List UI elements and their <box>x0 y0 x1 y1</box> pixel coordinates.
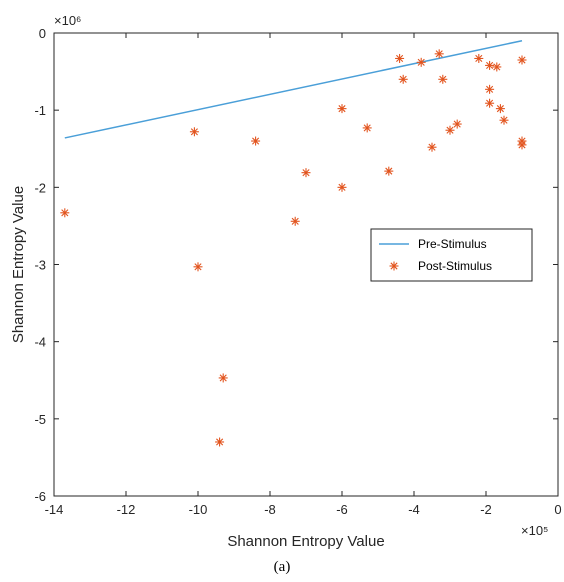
data-point-post-stimulus <box>500 116 509 125</box>
data-point-post-stimulus <box>428 143 437 152</box>
data-point-post-stimulus <box>485 61 494 70</box>
data-point-post-stimulus <box>395 54 404 63</box>
data-point-post-stimulus <box>363 123 372 132</box>
data-point-post-stimulus <box>384 167 393 176</box>
data-point-post-stimulus <box>485 99 494 108</box>
legend: Pre-Stimulus Post-Stimulus <box>371 229 532 281</box>
data-point-post-stimulus <box>453 120 462 129</box>
data-point-post-stimulus <box>302 168 311 177</box>
x-axis-label: Shannon Entropy Value <box>227 533 384 550</box>
data-point-post-stimulus <box>399 75 408 84</box>
y-tick-label: -3 <box>34 258 46 273</box>
data-point-post-stimulus <box>194 262 203 271</box>
data-point-post-stimulus <box>492 62 501 71</box>
data-point-post-stimulus <box>219 373 228 382</box>
y-tick-label: -2 <box>34 180 46 195</box>
x-tick-label: -12 <box>117 502 136 517</box>
data-point-post-stimulus <box>60 208 69 217</box>
data-point-post-stimulus <box>291 217 300 226</box>
data-point-post-stimulus <box>435 49 444 58</box>
x-tick-label: -2 <box>480 502 492 517</box>
y-axis-multiplier: ×10⁶ <box>54 13 81 28</box>
data-point-post-stimulus <box>338 183 347 192</box>
legend-label-post-stimulus: Post-Stimulus <box>418 259 492 273</box>
x-tick-label: -4 <box>408 502 420 517</box>
y-tick-label: -5 <box>34 412 46 427</box>
data-point-post-stimulus <box>438 75 447 84</box>
data-point-post-stimulus <box>518 140 527 149</box>
x-tick-label: -14 <box>45 502 64 517</box>
legend-label-pre-stimulus: Pre-Stimulus <box>418 237 487 251</box>
y-axis-label: Shannon Entropy Value <box>10 186 27 343</box>
data-point-post-stimulus <box>474 54 483 63</box>
figure-caption: (a) <box>0 559 564 576</box>
data-point-post-stimulus <box>446 126 455 135</box>
data-point-post-stimulus <box>518 56 527 65</box>
data-point-post-stimulus <box>190 127 199 136</box>
x-tick-label: -6 <box>336 502 348 517</box>
y-tick-label: -4 <box>34 335 46 350</box>
y-tick-label: -6 <box>34 489 46 504</box>
y-tick-label: -1 <box>34 103 46 118</box>
legend-marker-sample <box>390 262 399 271</box>
x-tick-label: 0 <box>554 502 561 517</box>
legend-marker-asterisk <box>390 262 399 271</box>
data-point-post-stimulus <box>485 85 494 94</box>
data-point-post-stimulus <box>215 437 224 446</box>
x-tick-label: -8 <box>264 502 276 517</box>
y-tick-label: 0 <box>39 26 46 41</box>
data-point-post-stimulus <box>496 104 505 113</box>
x-tick-label: -10 <box>189 502 208 517</box>
data-point-post-stimulus <box>251 137 260 146</box>
data-point-post-stimulus <box>417 58 426 67</box>
data-point-post-stimulus <box>338 104 347 113</box>
x-axis-multiplier: ×10⁵ <box>521 523 548 538</box>
